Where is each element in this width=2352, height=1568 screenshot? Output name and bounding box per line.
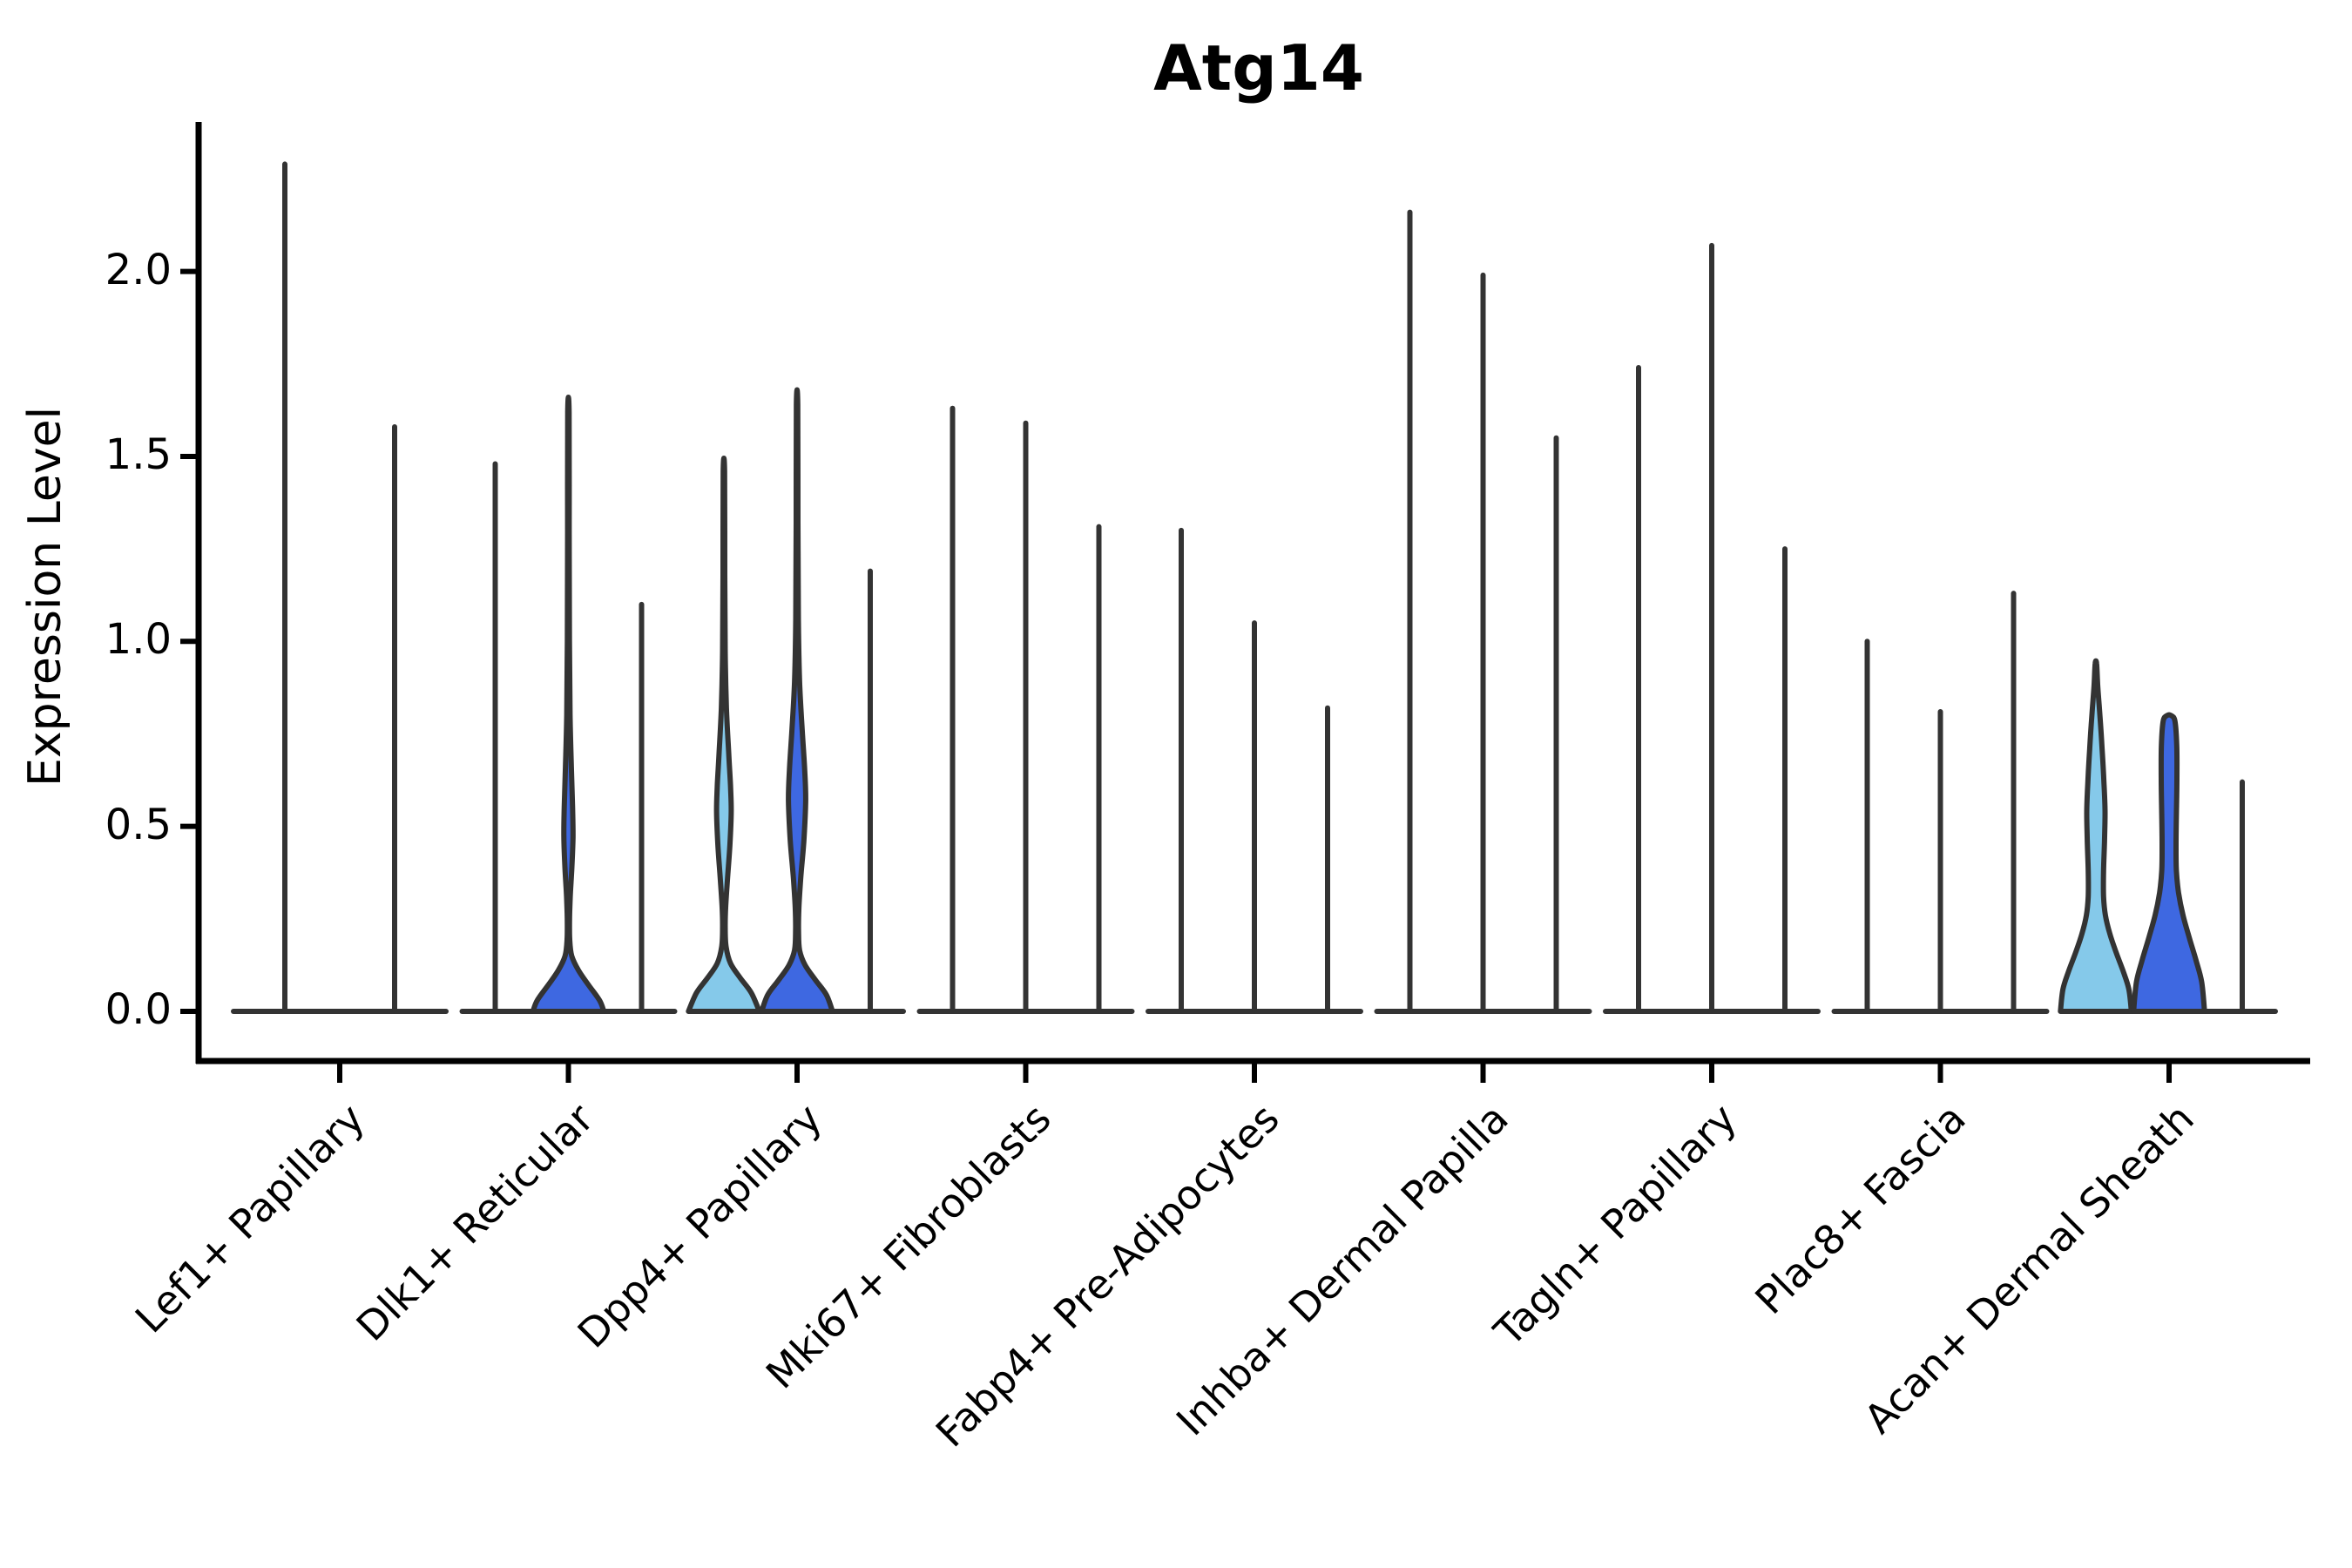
y-tick-label: 1.0 — [105, 615, 172, 665]
y-axis-label: Expression Level — [19, 406, 71, 787]
violin-dark — [2131, 712, 2207, 1014]
y-tick-label: 2.0 — [105, 245, 172, 294]
chart-title: Atg14 — [1153, 31, 1364, 105]
violin-dark — [759, 387, 835, 1014]
violin-dark — [530, 394, 607, 1014]
y-tick-label: 1.5 — [105, 429, 172, 479]
violin-light — [2058, 658, 2134, 1014]
y-tick-label: 0.5 — [105, 800, 172, 849]
violin-light — [686, 456, 762, 1014]
y-tick-label: 0.0 — [105, 985, 172, 1034]
